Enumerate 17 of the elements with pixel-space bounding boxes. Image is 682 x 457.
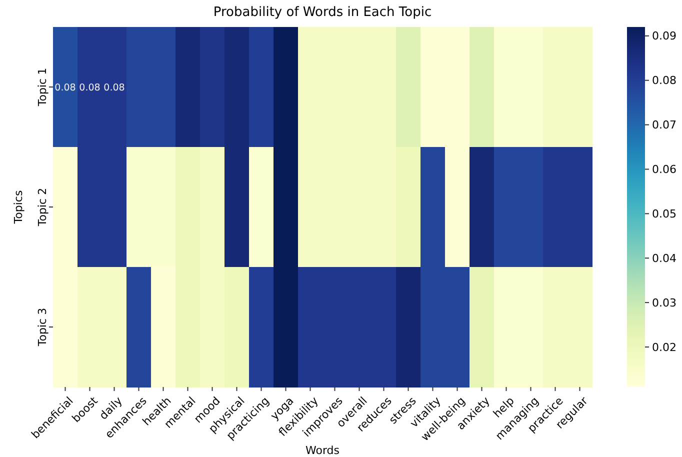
color-bar-label: 0.09: [652, 30, 676, 43]
color-bar-label: 0.02: [652, 340, 676, 354]
chart-title: Probability of Words in Each Topic: [213, 5, 432, 20]
color-bar-label: 0.05: [652, 208, 676, 221]
x-axis-title: Words: [305, 444, 340, 457]
data-label: 0.08: [54, 82, 76, 94]
y-tick-label: Topic 1: [36, 68, 49, 108]
y-tick-label: Topic 2: [36, 188, 49, 228]
color-bar-label: 0.03: [652, 296, 676, 310]
data-label: 0.08: [104, 82, 125, 94]
color-bar-label: 0.07: [652, 118, 676, 132]
y-axis-title: Topics: [12, 190, 25, 225]
y-tick-label: Topic 3: [36, 308, 49, 348]
data-label: 0.08: [79, 82, 100, 94]
color-bar-label: 0.06: [652, 163, 676, 176]
color-bar-label: 0.04: [652, 252, 676, 265]
color-bar-label: 0.08: [652, 74, 676, 88]
